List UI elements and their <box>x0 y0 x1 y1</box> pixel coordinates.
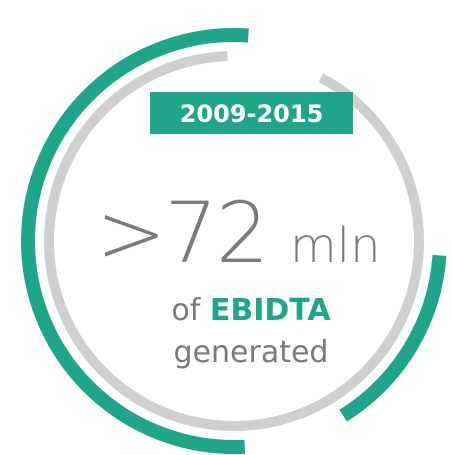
green-arc-left <box>21 28 249 454</box>
gray-ring <box>44 51 424 431</box>
period: 2009-2015 <box>180 100 324 128</box>
period-banner <box>150 92 353 134</box>
unit: mln <box>290 218 381 274</box>
figure: >72 <box>96 184 267 282</box>
caption-line-1: of EBIDTA <box>171 293 331 328</box>
green-arc-right <box>339 254 447 422</box>
caption-suffix: generated <box>174 335 329 370</box>
caption-highlight: EBIDTA <box>210 293 332 328</box>
caption-prefix: of <box>171 293 201 328</box>
